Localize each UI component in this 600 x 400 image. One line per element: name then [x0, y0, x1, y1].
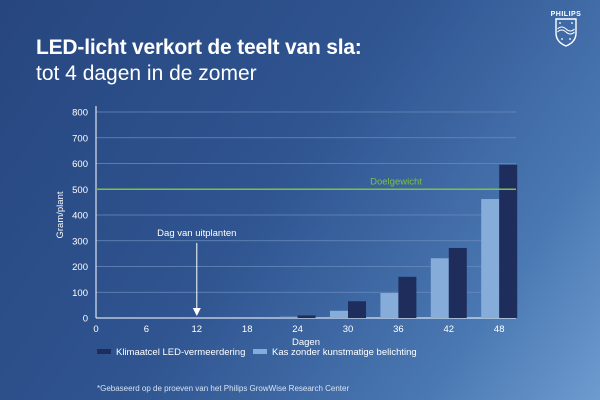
- philips-wordmark: PHILIPS: [551, 11, 582, 18]
- x-tick-label: 48: [494, 324, 505, 335]
- chart-title: LED-licht verkort de teelt van sla:: [36, 36, 362, 59]
- y-tick-label: 400: [72, 211, 88, 222]
- philips-shield-icon: [555, 18, 577, 47]
- bar-led: [348, 301, 366, 318]
- x-axis-label: Dagen: [292, 337, 320, 348]
- bar-kas: [481, 199, 500, 318]
- target-weight-label: Doelgewicht: [370, 176, 422, 187]
- y-tick-label: 0: [83, 314, 88, 325]
- y-tick-label: 300: [72, 236, 88, 247]
- y-tick-label: 800: [72, 108, 88, 119]
- x-tick-label: 42: [444, 324, 455, 335]
- y-axis-label: Gram/plant: [55, 191, 66, 238]
- footnote: *Gebaseerd op de proeven van het Philips…: [97, 384, 350, 393]
- y-tick-label: 500: [72, 185, 88, 196]
- y-tick-label: 100: [72, 288, 88, 299]
- legend-label-kas: Kas zonder kunstmatige belichting: [272, 347, 417, 358]
- y-tick-label: 700: [72, 133, 88, 144]
- bar-led: [297, 315, 316, 318]
- x-tick-label: 0: [93, 324, 98, 335]
- bar-kas: [380, 293, 399, 318]
- x-tick-label: 30: [343, 324, 354, 335]
- chart-subtitle: tot 4 dagen in de zomer: [36, 62, 257, 85]
- bar-kas: [330, 310, 348, 318]
- x-tick-label: 24: [292, 324, 303, 335]
- annotation-label: Dag van uitplanten: [157, 228, 236, 239]
- x-tick-label: 36: [393, 324, 404, 335]
- bar-kas: [430, 258, 449, 318]
- legend-label-led: Klimaatcel LED-vermeerdering: [116, 347, 245, 358]
- legend-swatch-kas: [253, 349, 267, 354]
- y-tick-label: 600: [72, 159, 88, 170]
- y-tick-label: 200: [72, 262, 88, 273]
- x-tick-label: 18: [242, 324, 253, 335]
- legend-swatch-led: [97, 349, 111, 354]
- bar-chart: 0 100 200 300 400 500 600 700 800 0 6 12 18 24 30 36 42 4…: [55, 108, 518, 358]
- x-tick-label: 12: [192, 324, 203, 335]
- bar-led: [499, 164, 518, 318]
- bar-kas: [279, 316, 298, 318]
- annotation-arrow-head: [192, 308, 201, 316]
- bar-led: [448, 247, 467, 318]
- philips-logo: PHILIPS: [551, 11, 582, 47]
- x-tick-label: 6: [144, 324, 149, 335]
- bar-led: [398, 276, 417, 318]
